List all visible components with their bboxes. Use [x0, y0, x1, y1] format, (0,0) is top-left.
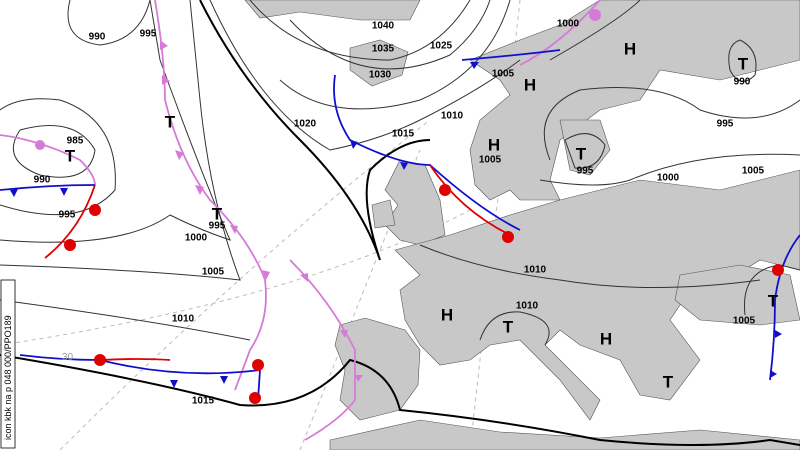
pressure-center: H — [488, 135, 500, 154]
grid-label: 30 — [62, 352, 74, 363]
side-label: icon kbk na p 048 000/PPO189 — [3, 315, 13, 440]
pressure-center: H — [624, 39, 636, 58]
isobar-label: 1005 — [202, 267, 225, 278]
isobar-label: 1025 — [430, 41, 453, 52]
isobar-label: 1000 — [185, 233, 208, 244]
pressure-center: T — [165, 112, 176, 131]
pressure-center: H — [441, 305, 453, 324]
pressure-center: T — [663, 372, 674, 391]
isobar-label: 1010 — [516, 301, 539, 312]
isobar-label: 1005 — [492, 69, 515, 80]
isobar-label: 995 — [577, 166, 594, 177]
isobar-label: 995 — [717, 119, 734, 130]
isobar-label: 995 — [209, 221, 226, 232]
isobar-label: 1020 — [294, 119, 317, 130]
pressure-center: T — [212, 204, 223, 223]
labels: 990 995 1040 1035 1030 1025 1020 1015 1010 1005 10… — [34, 19, 779, 407]
isobar-label: 1030 — [369, 70, 392, 81]
side-label-box — [0, 279, 16, 449]
isobar-label: 995 — [140, 29, 157, 40]
pressure-center: T — [768, 291, 779, 310]
isobar-label: 995 — [59, 210, 76, 221]
isobar-label: 1040 — [372, 21, 395, 32]
isobar-label: 990 — [734, 77, 751, 88]
pressure-center: H — [600, 329, 612, 348]
isobar-label: 990 — [89, 32, 106, 43]
isobar-label: 1010 — [172, 314, 195, 325]
isobar-label: 1000 — [657, 173, 680, 184]
isobar-label: 1010 — [524, 265, 547, 276]
isobar-label: 1000 — [557, 19, 580, 30]
isobar-label: 1005 — [742, 166, 765, 177]
isobar-label: 990 — [34, 175, 51, 186]
isobar-label: 985 — [67, 136, 84, 147]
pressure-center: T — [65, 146, 76, 165]
isobar-label: 1005 — [733, 316, 756, 327]
pressure-center: T — [738, 54, 749, 73]
pressure-center: T — [503, 317, 514, 336]
pressure-center: H — [524, 75, 536, 94]
pressure-center: T — [576, 144, 587, 163]
isobar-label: 1010 — [441, 111, 464, 122]
isobar-label: 1015 — [192, 396, 215, 407]
isobar-label: 1005 — [479, 155, 502, 166]
isobar-label: 1035 — [372, 44, 395, 55]
isobar-label: 1015 — [392, 129, 415, 140]
